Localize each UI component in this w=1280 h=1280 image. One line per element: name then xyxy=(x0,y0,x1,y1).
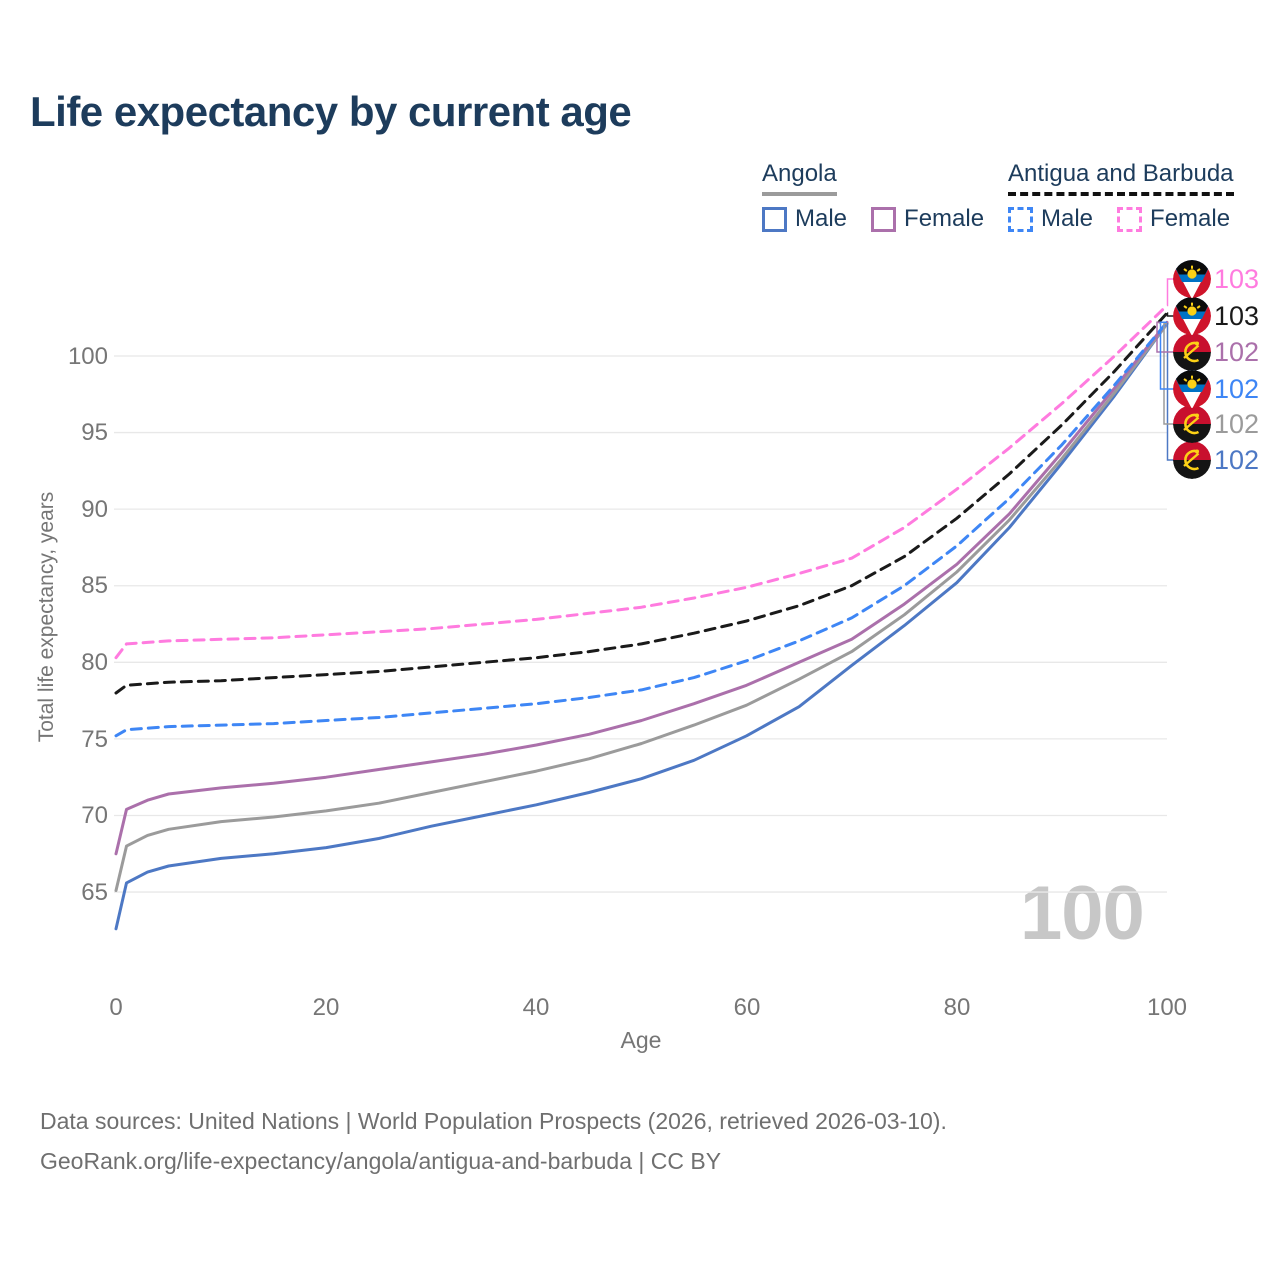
end-badge-antigua-and-barbuda xyxy=(1173,260,1211,298)
series-line-antigua-and-barbuda-total[interactable] xyxy=(114,311,1169,695)
end-badge-angola xyxy=(1173,405,1211,443)
series-line-angola-female[interactable] xyxy=(114,320,1169,856)
x-tick-40: 40 xyxy=(522,994,550,1021)
end-value-antigua-and-barbuda-female: 103 xyxy=(1214,264,1260,294)
y-axis-title: Total life expectancy, years xyxy=(35,491,58,743)
end-badge-antigua-and-barbuda xyxy=(1173,370,1211,408)
end-label-connector xyxy=(1163,323,1174,425)
series-line-angola-male[interactable] xyxy=(114,322,1169,931)
legend-label-antigua-male[interactable]: Male xyxy=(1041,205,1094,232)
age-watermark: 100 xyxy=(1020,871,1145,956)
x-tick-0: 0 xyxy=(109,994,123,1021)
x-tick-60: 60 xyxy=(733,994,761,1021)
legend-country-angola[interactable]: Angola xyxy=(762,160,837,196)
attribution-note: GeoRank.org/life-expectancy/angola/antig… xyxy=(40,1148,722,1174)
antigua-and-barbuda-flag-icon xyxy=(1173,370,1211,408)
legend-label-antigua-female[interactable]: Female xyxy=(1150,205,1231,232)
end-value-antigua-and-barbuda-male: 102 xyxy=(1214,374,1260,404)
end-badge-antigua-and-barbuda xyxy=(1173,297,1211,335)
series-line-antigua-and-barbuda-female[interactable] xyxy=(114,304,1169,660)
antigua-and-barbuda-flag-icon xyxy=(1173,260,1211,298)
end-label-connector xyxy=(1166,278,1174,307)
angola-flag-icon xyxy=(1173,405,1211,443)
y-tick-65: 65 xyxy=(81,879,108,906)
legend-label-angola-female[interactable]: Female xyxy=(904,205,985,232)
x-tick-80: 80 xyxy=(943,994,971,1021)
angola-flag-icon xyxy=(1173,333,1211,371)
end-badge-angola xyxy=(1173,441,1211,479)
y-tick-70: 70 xyxy=(81,802,108,829)
end-label-connector xyxy=(1166,312,1174,317)
end-badge-angola xyxy=(1173,333,1211,371)
y-tick-95: 95 xyxy=(81,419,108,446)
legend-swatch-antigua-female[interactable] xyxy=(1117,206,1143,232)
end-label-connector xyxy=(1159,321,1174,390)
legend-group-antigua-and-barbuda: Antigua and Barbuda Male Female xyxy=(1008,160,1254,233)
y-tick-100: 100 xyxy=(67,343,108,370)
x-tick-100: 100 xyxy=(1146,994,1188,1021)
end-value-angola-total: 102 xyxy=(1214,409,1260,439)
antigua-and-barbuda-flag-icon xyxy=(1173,297,1211,335)
angola-flag-icon xyxy=(1173,441,1211,479)
end-value-angola-male: 102 xyxy=(1214,445,1260,475)
y-tick-75: 75 xyxy=(81,726,108,753)
y-tick-90: 90 xyxy=(81,496,108,523)
end-value-angola-female: 102 xyxy=(1214,337,1260,367)
series-line-angola-total[interactable] xyxy=(114,322,1169,892)
x-axis-title: Age xyxy=(620,1027,662,1053)
legend-swatch-angola-female[interactable] xyxy=(871,206,897,232)
legend-swatch-antigua-male[interactable] xyxy=(1008,206,1033,232)
series-line-antigua-and-barbuda-male[interactable] xyxy=(114,320,1169,738)
legend-swatch-angola-male[interactable] xyxy=(762,206,787,232)
x-tick-20: 20 xyxy=(312,994,340,1021)
legend-country-antigua-and-barbuda[interactable]: Antigua and Barbuda xyxy=(1008,160,1234,196)
y-tick-80: 80 xyxy=(81,649,108,676)
end-label-connector xyxy=(1166,323,1174,461)
legend-label-angola-male[interactable]: Male xyxy=(795,205,848,232)
legend-group-angola: Angola Male Female xyxy=(762,160,1008,233)
end-value-antigua-and-barbuda-total: 103 xyxy=(1214,301,1260,331)
data-sources-note: Data sources: United Nations | World Pop… xyxy=(40,1108,947,1134)
page-title: Life expectancy by current age xyxy=(30,88,632,135)
y-tick-85: 85 xyxy=(81,572,108,599)
